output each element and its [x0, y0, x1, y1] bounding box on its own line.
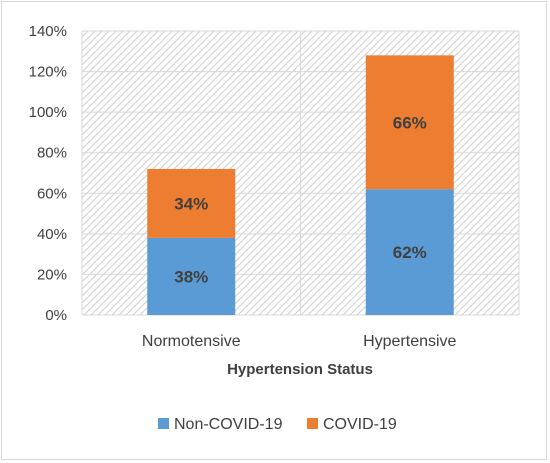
legend: Non-COVID-19 COVID-19	[158, 416, 397, 433]
data-label: 62%	[393, 243, 427, 262]
y-tick-label: 0%	[45, 307, 67, 324]
bar-non-covid-19-normotensive	[147, 237, 236, 315]
bar-covid-19-normotensive	[147, 168, 236, 238]
legend-label: Non-COVID-19	[174, 416, 283, 433]
x-axis-categories: Normotensive Hypertensive	[142, 333, 457, 350]
y-tick-label: 60%	[37, 185, 67, 202]
bar-non-covid-19-hypertensive	[365, 189, 454, 315]
y-tick-label: 100%	[29, 104, 67, 121]
data-label: 38%	[174, 267, 208, 286]
data-labels: 38% 34% 62% 66%	[174, 113, 427, 286]
bar-covid-19-hypertensive	[365, 55, 454, 190]
data-label: 34%	[174, 194, 208, 213]
y-axis-ticks: 0% 20% 40% 60% 80% 100% 120% 140%	[29, 23, 67, 324]
bars	[147, 55, 454, 315]
legend-swatch	[307, 418, 318, 429]
x-tick-label: Normotensive	[142, 333, 241, 350]
y-tick-label: 80%	[37, 145, 67, 162]
y-tick-label: 140%	[29, 23, 67, 40]
y-tick-label: 120%	[29, 64, 67, 81]
legend-label: COVID-19	[323, 416, 397, 433]
y-tick-label: 40%	[37, 226, 67, 243]
y-tick-label: 20%	[37, 266, 67, 283]
data-label: 66%	[393, 113, 427, 132]
x-axis-title: Hypertension Status	[227, 361, 373, 378]
x-tick-label: Hypertensive	[363, 333, 456, 350]
legend-swatch	[158, 418, 169, 429]
